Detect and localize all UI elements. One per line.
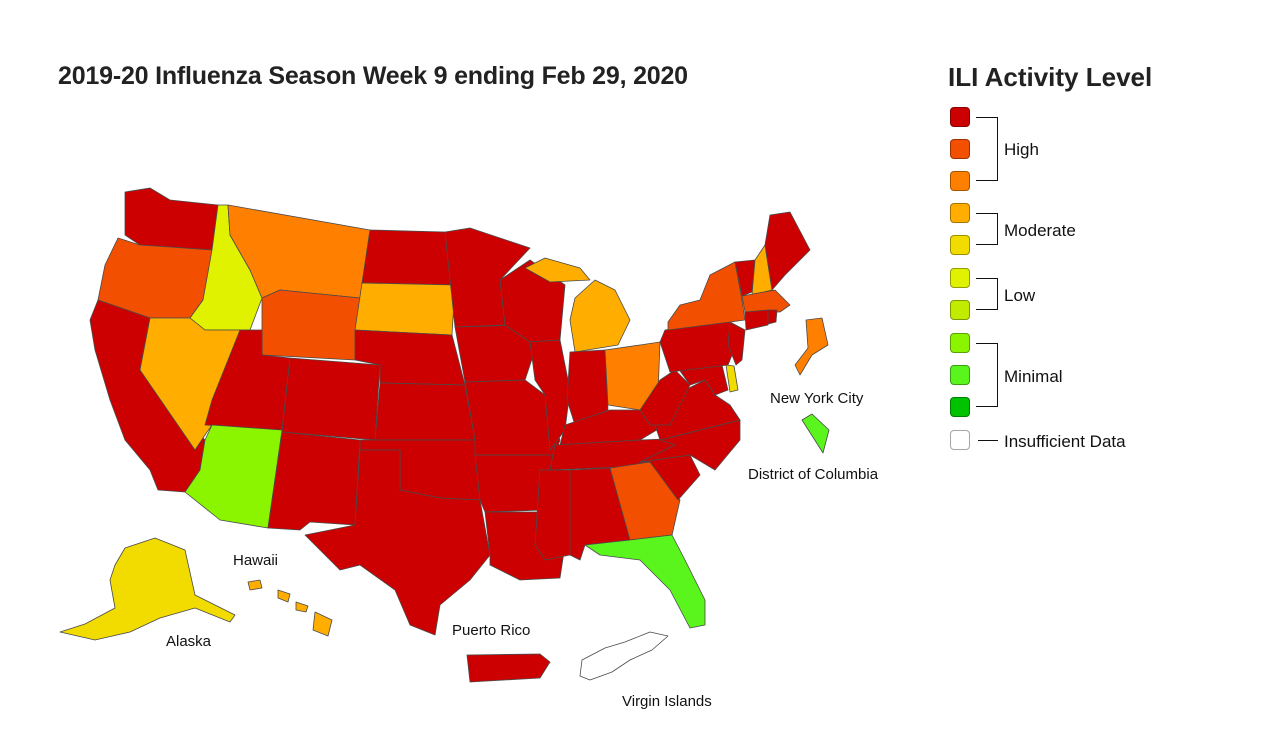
state-MI-UP[interactable]	[524, 257, 591, 283]
legend-label-insufficient: Insufficient Data	[1004, 432, 1126, 451]
legend-label-low: Low	[1004, 286, 1036, 305]
state-NM[interactable]	[267, 431, 361, 531]
state-IL[interactable]	[529, 339, 571, 451]
legend-swatch-level-6	[950, 235, 970, 255]
state-TX[interactable]	[304, 449, 491, 636]
legend-swatch-level-9	[950, 139, 970, 159]
legend-swatch-level-7	[950, 203, 970, 223]
legend-swatch-level-1	[950, 397, 970, 417]
legend-swatch-level-8	[950, 171, 970, 191]
inset-district-of-columbia[interactable]	[801, 413, 830, 454]
state-FL[interactable]	[584, 534, 706, 629]
label-alaska: Alaska	[166, 633, 212, 650]
legend-bracket-high	[976, 117, 998, 181]
state-CT[interactable]	[744, 309, 769, 331]
state-WA[interactable]	[124, 187, 219, 251]
inset-hawaii[interactable]	[247, 579, 333, 637]
legend-swatch-insufficient	[950, 430, 970, 450]
state-NY[interactable]	[667, 261, 746, 331]
state-DE[interactable]	[725, 364, 739, 393]
legend-swatch-level-5	[950, 268, 970, 288]
state-NC[interactable]	[639, 419, 741, 471]
map-title: 2019-20 Influenza Season Week 9 ending F…	[58, 62, 688, 90]
state-GA[interactable]	[609, 461, 681, 541]
state-NJ[interactable]	[727, 321, 746, 366]
label-new-york-city: New York City	[770, 390, 864, 407]
state-AR[interactable]	[474, 454, 556, 513]
label-hawaii: Hawaii	[233, 552, 279, 569]
inset-puerto-rico[interactable]	[466, 653, 551, 683]
legend-swatch-level-10	[950, 107, 970, 127]
legend-swatch-level-2	[950, 365, 970, 385]
state-WY[interactable]	[261, 289, 361, 361]
legend-swatch-level-3	[950, 333, 970, 353]
state-KS[interactable]	[374, 382, 476, 441]
legend-label-high: High	[1004, 140, 1039, 159]
legend-bracket-low	[976, 278, 998, 310]
legend-bracket-moderate	[976, 213, 998, 245]
legend-title: ILI Activity Level	[948, 62, 1153, 92]
label-virgin-islands: Virgin Islands	[622, 693, 712, 710]
state-SD[interactable]	[354, 282, 456, 336]
state-CO[interactable]	[281, 357, 381, 441]
state-RI[interactable]	[767, 309, 778, 325]
state-ME[interactable]	[764, 211, 811, 291]
legend-swatch-level-4	[950, 300, 970, 320]
legend-label-minimal: Minimal	[1004, 367, 1063, 386]
state-MI[interactable]	[569, 279, 631, 353]
legend-bracket-minimal	[976, 343, 998, 407]
state-MS[interactable]	[534, 469, 571, 561]
legend-label-moderate: Moderate	[1004, 221, 1076, 240]
inset-virgin-islands[interactable]	[579, 631, 669, 681]
state-ND[interactable]	[361, 229, 456, 286]
state-MA[interactable]	[741, 289, 791, 313]
inset-alaska[interactable]	[59, 537, 236, 641]
inset-new-york-city[interactable]	[794, 317, 829, 376]
label-puerto-rico: Puerto Rico	[452, 622, 531, 639]
legend-dash-insufficient	[978, 440, 998, 441]
label-district-of-columbia: District of Columbia	[748, 466, 879, 483]
